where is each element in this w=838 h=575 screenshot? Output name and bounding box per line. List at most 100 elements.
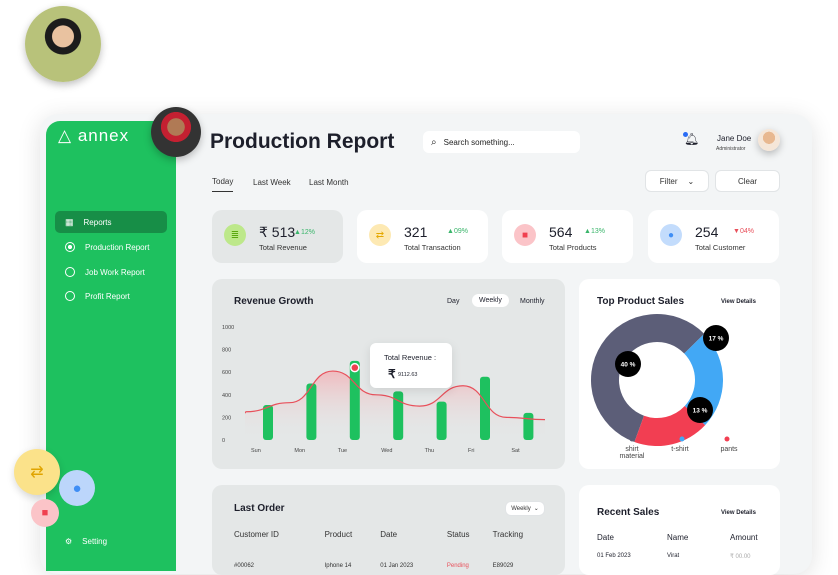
search-input[interactable]: ⌕ Search something...: [423, 131, 580, 153]
top-sales-view-details[interactable]: View Details: [721, 299, 756, 305]
column-header: Date: [380, 530, 398, 539]
percent-bubble: [703, 325, 729, 351]
y-tick-label: 400: [222, 393, 231, 399]
sidebar-item-job-work-report[interactable]: Job Work Report: [55, 261, 167, 283]
coins-icon: ≣: [224, 224, 246, 246]
donut-chart: 40 % 17 % 13 %: [591, 313, 730, 446]
avatar-woman: [25, 6, 101, 82]
last-order-title: Last Order: [234, 503, 285, 514]
y-tick-label: 0: [222, 438, 225, 444]
transfer-icon: ⇄: [369, 224, 391, 246]
x-tick-label: Mon: [294, 448, 305, 454]
stat-label: Total Revenue: [259, 243, 307, 252]
page-title: Production Report: [210, 130, 395, 153]
last-order-table: Customer ID Product Date Status Tracking #00…: [234, 530, 554, 569]
stat-value: ₹ 513: [259, 224, 296, 240]
table-row[interactable]: #00062 Iphone 14 01 Jan 2023 Pending E89029: [234, 539, 554, 569]
cell: #00062: [234, 563, 255, 569]
period-day[interactable]: Day: [447, 298, 460, 305]
stat-label: Total Products: [549, 243, 597, 252]
x-tick-label: Tue: [338, 448, 347, 454]
bar-wed: [393, 391, 404, 440]
stat-value: 254: [695, 224, 719, 240]
percent-label: 40 %: [621, 362, 636, 369]
bar-sun: [263, 404, 273, 440]
legend-t-shirt: t-shirt: [671, 446, 689, 453]
period-weekly[interactable]: Weekly: [472, 294, 509, 307]
tab-last-month[interactable]: Last Month: [309, 178, 349, 187]
tab-today[interactable]: Today: [212, 177, 234, 192]
user-name: Jane Doe: [717, 134, 752, 143]
stat-value: 564: [549, 224, 573, 240]
percent-label: 17 %: [709, 336, 724, 343]
sidebar-item-reports[interactable]: ▦ Reports: [55, 211, 167, 233]
x-tick-label: Wed: [381, 448, 392, 454]
radio-icon: [65, 291, 75, 301]
stat-card-customer: ● 254 ▼04% Total Customer: [648, 210, 779, 263]
recent-sales-view-details[interactable]: View Details: [721, 510, 756, 516]
sidebar-item-production-report[interactable]: Production Report: [55, 236, 167, 258]
sidebar-item-setting[interactable]: ⚙ Setting: [55, 530, 167, 552]
clear-button[interactable]: Clear: [715, 170, 780, 192]
radio-checked-icon: [65, 242, 75, 252]
filter-dropdown[interactable]: Filter ⌄: [645, 170, 709, 192]
bar-sat: [523, 412, 534, 440]
legend-shirt-material: shirt material: [619, 446, 645, 460]
column-header: Customer ID: [234, 530, 279, 539]
stat-change: ▲13%: [584, 228, 605, 235]
cell: E89029: [492, 563, 514, 569]
box-icon: ■: [514, 224, 536, 246]
legend-dot: [724, 436, 730, 442]
legend-dot: [679, 436, 685, 442]
legend-pants: pants: [720, 446, 738, 453]
avatar-man: [151, 107, 201, 157]
box-badge-icon: ■: [31, 499, 59, 527]
recent-sales-title: Recent Sales: [597, 507, 660, 518]
tooltip-label: Total Revenue :: [384, 353, 437, 362]
top-sales-title: Top Product Sales: [597, 296, 685, 307]
logo-icon: △: [58, 126, 73, 145]
column-header: Tracking: [492, 530, 524, 539]
legend-dot: [629, 436, 635, 442]
logo-text: annex: [77, 126, 130, 145]
tab-last-week[interactable]: Last Week: [253, 178, 291, 187]
stat-label: Total Transaction: [404, 243, 461, 252]
column-header: Name: [667, 533, 689, 542]
table-header-row: Customer ID Product Date Status Tracking: [234, 530, 554, 539]
gear-icon: ⚙: [65, 536, 73, 546]
period-monthly[interactable]: Monthly: [520, 298, 545, 305]
slice-pants: [634, 405, 706, 446]
sidebar-item-label: Production Report: [85, 242, 150, 252]
y-tick-label: 600: [222, 370, 231, 376]
percent-bubble: [687, 397, 713, 423]
cell: 01 Jan 2023: [380, 563, 414, 569]
stat-change: ▲09%: [447, 228, 468, 235]
x-tick-label: Thu: [425, 448, 434, 454]
last-order-range-dropdown[interactable]: Weekly ⌄: [505, 501, 545, 516]
bell-icon[interactable]: 🔔︎: [683, 132, 700, 146]
percent-bubble: [615, 351, 641, 377]
sidebar-item-label: Profit Report: [85, 291, 130, 301]
user-avatar[interactable]: [758, 129, 780, 151]
transfer-badge-icon: ⇄: [14, 449, 60, 495]
user-role: Administrator: [716, 146, 746, 152]
revenue-line: [244, 370, 546, 421]
bar-thu: [436, 401, 447, 440]
rupee-icon: ₹: [388, 367, 396, 381]
y-tick-label: 200: [222, 415, 231, 421]
sidebar-item-profit-report[interactable]: Profit Report: [55, 285, 167, 307]
sidebar-item-label: Job Work Report: [85, 267, 145, 277]
y-tick-label: 800: [222, 348, 231, 354]
search-icon: ⌕: [431, 136, 437, 148]
cell: 01 Feb 2023: [597, 553, 631, 559]
cell: ₹ 00.00: [730, 554, 751, 560]
radio-icon: [65, 267, 75, 277]
slice-shirt-material: [591, 313, 705, 443]
user-badge-icon: ●: [59, 470, 95, 506]
stat-change: ▼04%: [733, 228, 754, 235]
user-icon: ●: [660, 224, 682, 246]
highlight-point: [350, 362, 360, 373]
x-tick-label: Sat: [511, 448, 520, 454]
cell: Iphone 14: [324, 563, 352, 569]
bar-mon: [306, 383, 317, 440]
